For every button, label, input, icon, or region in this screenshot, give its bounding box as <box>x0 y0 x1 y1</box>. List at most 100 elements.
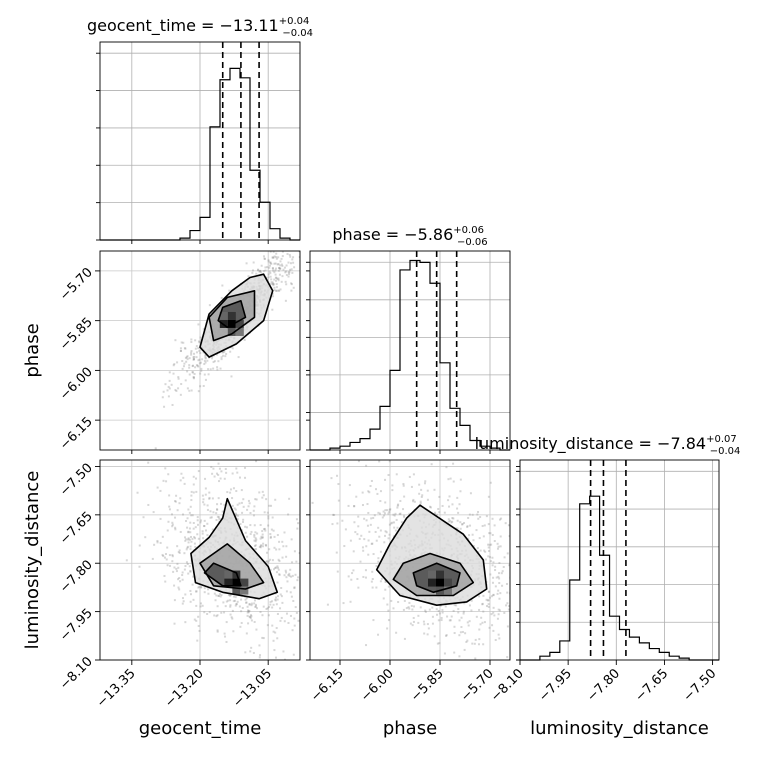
scatter-point <box>272 295 275 298</box>
scatter-point <box>217 594 220 597</box>
scatter-point <box>199 521 202 524</box>
scatter-point <box>246 614 249 617</box>
scatter-point <box>285 590 288 593</box>
density-peak-cell <box>428 578 436 587</box>
x-axis-label-luminosity_distance: luminosity_distance <box>530 718 709 739</box>
scatter-point <box>173 622 176 625</box>
x-tick-label-luminosity_distance: −8.10 <box>488 666 527 705</box>
scatter-point <box>250 530 253 533</box>
scatter-point <box>228 289 231 292</box>
scatter-point <box>244 531 247 534</box>
scatter-point <box>213 360 216 363</box>
scatter-point <box>179 349 182 352</box>
scatter-point <box>293 617 296 620</box>
scatter-point <box>220 358 223 361</box>
scatter-point <box>498 518 501 521</box>
scatter-point <box>242 520 245 523</box>
scatter-point <box>235 513 238 516</box>
scatter-point <box>203 373 206 376</box>
scatter-point <box>343 545 346 548</box>
scatter-point <box>156 541 159 544</box>
scatter-point <box>468 534 471 537</box>
scatter-point <box>204 361 207 364</box>
scatter-point <box>171 403 174 406</box>
scatter-point <box>286 484 288 486</box>
scatter-point <box>283 574 286 577</box>
scatter-point <box>270 262 273 265</box>
scatter-point <box>203 524 206 527</box>
scatter-point <box>445 634 448 637</box>
scatter-point <box>194 537 197 540</box>
scatter-point <box>204 354 207 357</box>
scatter-point <box>290 289 293 292</box>
scatter-point <box>262 270 265 273</box>
scatter-point <box>167 473 170 476</box>
scatter-point <box>366 503 369 506</box>
scatter-point <box>379 550 382 553</box>
scatter-point <box>174 526 177 529</box>
scatter-point <box>190 494 193 497</box>
scatter-point <box>297 522 300 525</box>
scatter-point <box>164 383 167 386</box>
scatter-point <box>189 589 192 592</box>
scatter-point <box>197 624 200 627</box>
scatter-point <box>289 255 292 258</box>
scatter-point <box>491 517 494 520</box>
scatter-point <box>498 582 501 585</box>
scatter-point <box>473 642 476 645</box>
scatter-point <box>324 550 326 552</box>
scatter-point <box>267 515 270 518</box>
scatter-point <box>202 351 205 354</box>
scatter-point <box>505 604 508 607</box>
scatter-point <box>194 545 197 548</box>
scatter-point <box>277 269 280 272</box>
scatter-point <box>362 549 365 552</box>
density-peak-cell <box>436 578 444 587</box>
scatter-point <box>306 559 308 561</box>
scatter-point <box>291 561 294 564</box>
scatter-point <box>506 552 509 555</box>
scatter-point <box>189 570 192 573</box>
scatter-point <box>192 377 195 380</box>
scatter-point <box>292 599 295 602</box>
scatter-point <box>244 598 247 601</box>
scatter-point <box>306 252 308 254</box>
scatter-point <box>262 494 265 497</box>
scatter-point <box>192 522 195 525</box>
scatter-point <box>272 256 275 259</box>
scatter-point <box>276 595 279 598</box>
scatter-point <box>154 447 157 450</box>
scatter-point <box>190 593 193 596</box>
scatter-point <box>275 603 278 606</box>
scatter-point <box>399 512 402 515</box>
scatter-point <box>195 356 198 359</box>
scatter-point <box>334 214 336 216</box>
scatter-point <box>290 282 293 285</box>
density-peak-cell <box>227 327 236 336</box>
scatter-point <box>489 560 492 563</box>
scatter-point <box>254 544 257 547</box>
scatter-point <box>491 556 494 559</box>
scatter-point <box>291 629 294 632</box>
scatter-point <box>248 609 251 612</box>
scatter-point <box>308 239 310 241</box>
scatter-point <box>362 575 365 578</box>
scatter-point <box>208 491 211 494</box>
scatter-point <box>497 545 500 548</box>
scatter-point <box>487 546 490 549</box>
scatter-point <box>186 370 189 373</box>
scatter-point <box>217 360 220 363</box>
scatter-point <box>496 542 499 545</box>
scatter-point <box>244 466 247 469</box>
scatter-point <box>203 525 206 528</box>
scatter-point <box>461 523 464 526</box>
scatter-point <box>489 556 492 559</box>
scatter-point <box>156 486 159 489</box>
scatter-point <box>270 278 273 281</box>
scatter-point <box>229 488 232 491</box>
scatter-point <box>286 252 289 255</box>
scatter-point <box>500 572 503 575</box>
scatter-point <box>275 548 278 551</box>
scatter-point <box>274 667 276 669</box>
scatter-point <box>267 273 270 276</box>
